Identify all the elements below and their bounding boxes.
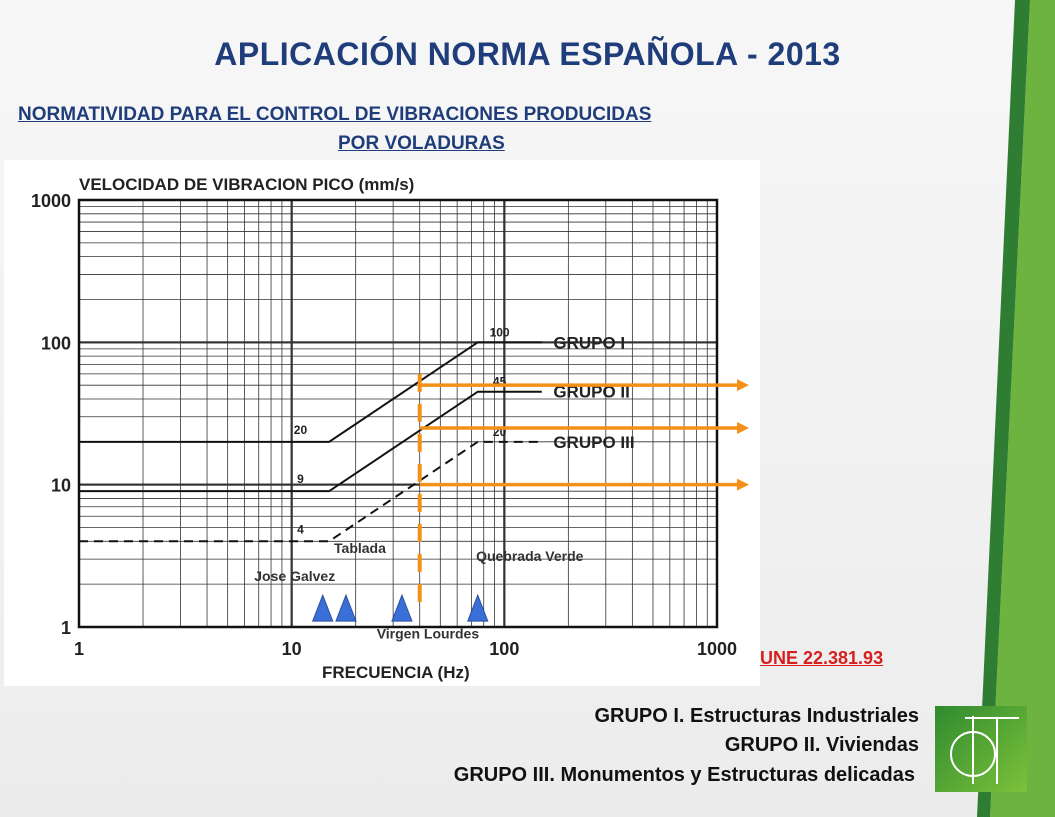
chart-background (4, 160, 760, 686)
site-marker-label: Virgen Lourdes (377, 626, 480, 642)
green-decor-stripe (977, 0, 1055, 817)
congress-logo (935, 706, 1027, 792)
site-marker-triangle (335, 593, 357, 622)
chart-title: VELOCIDAD DE VIBRACION PICO (mm/s) (79, 175, 414, 194)
curve-start-value: 4 (297, 522, 304, 536)
site-marker-label: Quebrada Verde (476, 548, 584, 564)
site-marker-label: Jose Galvez (254, 568, 335, 584)
subtitle-line-2: POR VOLADURAS (338, 133, 505, 154)
y-tick-label: 10 (51, 476, 71, 496)
orange-arrow-head (737, 478, 749, 491)
site-marker-label: Tablada (334, 540, 386, 556)
x-tick-label: 10 (282, 639, 302, 659)
logo-mark (950, 716, 1019, 784)
curve-end-value: 100 (490, 325, 510, 339)
curve-start-value: 20 (294, 423, 308, 437)
curve-group-2 (79, 390, 542, 493)
page-title: APLICACIÓN NORMA ESPAÑOLA - 2013 (214, 36, 841, 72)
site-marker-triangle (391, 593, 413, 622)
x-axis-label: FRECUENCIA (Hz) (322, 663, 470, 682)
group-3-label: GRUPO III. Monumentos y Estructuras deli… (453, 764, 915, 786)
x-tick-label: 1000 (697, 639, 737, 659)
y-tick-label: 100 (41, 333, 71, 353)
subtitle-line-1: NORMATIVIDAD PARA EL CONTROL DE VIBRACIO… (18, 104, 652, 125)
x-tick-label: 1 (74, 639, 84, 659)
site-marker-triangle (467, 593, 489, 622)
site-marker-triangle (312, 593, 334, 622)
curve-start-value: 9 (297, 472, 304, 486)
x-tick-label: 100 (489, 639, 519, 659)
orange-arrow-head (737, 379, 749, 392)
orange-arrow-head (737, 422, 749, 435)
series-label: GRUPO II (553, 383, 630, 402)
norm-label: UNE 22.381.93 (760, 648, 884, 668)
group-2-label: GRUPO II. Viviendas (724, 734, 919, 756)
series-label: GRUPO III (553, 433, 634, 452)
series-label: GRUPO I (553, 333, 625, 352)
group-1-label: GRUPO I. Estructuras Industriales (594, 705, 919, 727)
y-tick-label: 1 (61, 618, 71, 638)
chart-grid (77, 198, 719, 629)
y-tick-label: 1000 (31, 191, 71, 211)
plot-frame (77, 198, 719, 629)
curve-group-1 (79, 341, 542, 443)
chart-ticks: 1 10 100 1000 1 10 100 1000 (31, 191, 737, 659)
curve-group-3 (79, 440, 542, 543)
